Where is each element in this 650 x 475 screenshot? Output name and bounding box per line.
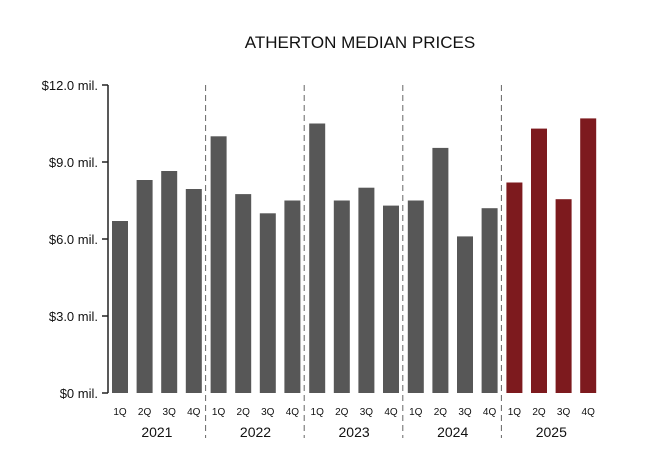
y-tick-label: $3.0 mil.	[49, 309, 98, 324]
bar-2023-1q	[309, 123, 326, 393]
quarter-label: 4Q	[286, 407, 300, 418]
quarter-label: 3Q	[163, 407, 177, 418]
y-tick-label: $9.0 mil.	[49, 155, 98, 170]
x-axis-labels: 1Q 2Q 3Q 4Q 2021 1Q 2Q 3Q 4Q 2022 1Q 2Q 3Q 4Q 2023 1Q 2Q…	[113, 407, 595, 440]
quarter-label: 2Q	[138, 407, 152, 418]
quarter-label: 2Q	[434, 407, 448, 418]
quarter-label: 3Q	[557, 407, 571, 418]
bar-2021-3q	[161, 171, 178, 393]
bar-2024-2q	[432, 147, 449, 393]
quarter-label: 1Q	[409, 407, 423, 418]
bar-2024-3q	[457, 236, 473, 393]
y-tick-label: $12.0 mil.	[42, 78, 98, 93]
quarter-label: 4Q	[384, 407, 398, 418]
y-tick-label: $0 mil.	[60, 386, 98, 401]
quarter-label: 4Q	[187, 407, 201, 418]
year-label-2021: 2021	[141, 424, 172, 440]
bar-2022-2q	[235, 194, 252, 393]
bar-2021-4q	[185, 189, 202, 393]
bar-2022-4q	[284, 200, 301, 393]
year-label-2025: 2025	[536, 424, 567, 440]
quarter-label: 3Q	[360, 407, 374, 418]
year-dividers	[205, 85, 502, 438]
bar-2021-2q	[136, 180, 153, 393]
year-label-2022: 2022	[240, 424, 271, 440]
bar-2025-4q	[580, 118, 597, 394]
chart-title: ATHERTON MEDIAN PRICES	[245, 33, 475, 52]
bar-2023-4q	[383, 205, 399, 393]
quarter-label: 4Q	[582, 407, 596, 418]
bar-2025-3q	[555, 199, 572, 393]
bar-2021-1q	[112, 221, 128, 393]
quarter-label: 1Q	[212, 407, 226, 418]
bar-2025-1q	[506, 182, 523, 393]
bar-2025-2q	[531, 128, 547, 393]
quarter-label: 1Q	[113, 407, 127, 418]
y-axis: $0 mil. $3.0 mil. $6.0 mil. $9.0 mil. $12.0 …	[42, 78, 109, 401]
bar-2023-3q	[358, 187, 375, 393]
quarter-label: 2Q	[237, 407, 251, 418]
year-label-2024: 2024	[437, 424, 468, 440]
bar-2022-3q	[259, 213, 276, 393]
quarter-label: 1Q	[508, 407, 522, 418]
bar-2022-1q	[210, 136, 227, 394]
bar-2024-4q	[481, 208, 498, 393]
quarter-label: 1Q	[311, 407, 325, 418]
quarter-label: 3Q	[261, 407, 275, 418]
quarter-label: 4Q	[483, 407, 497, 418]
bar-2023-2q	[333, 200, 350, 393]
y-tick-label: $6.0 mil.	[49, 232, 98, 247]
quarter-label: 2Q	[532, 407, 546, 418]
bars	[112, 118, 597, 394]
year-label-2023: 2023	[339, 424, 370, 440]
quarter-label: 3Q	[458, 407, 472, 418]
bar-2024-1q	[407, 200, 424, 393]
quarter-label: 2Q	[335, 407, 349, 418]
